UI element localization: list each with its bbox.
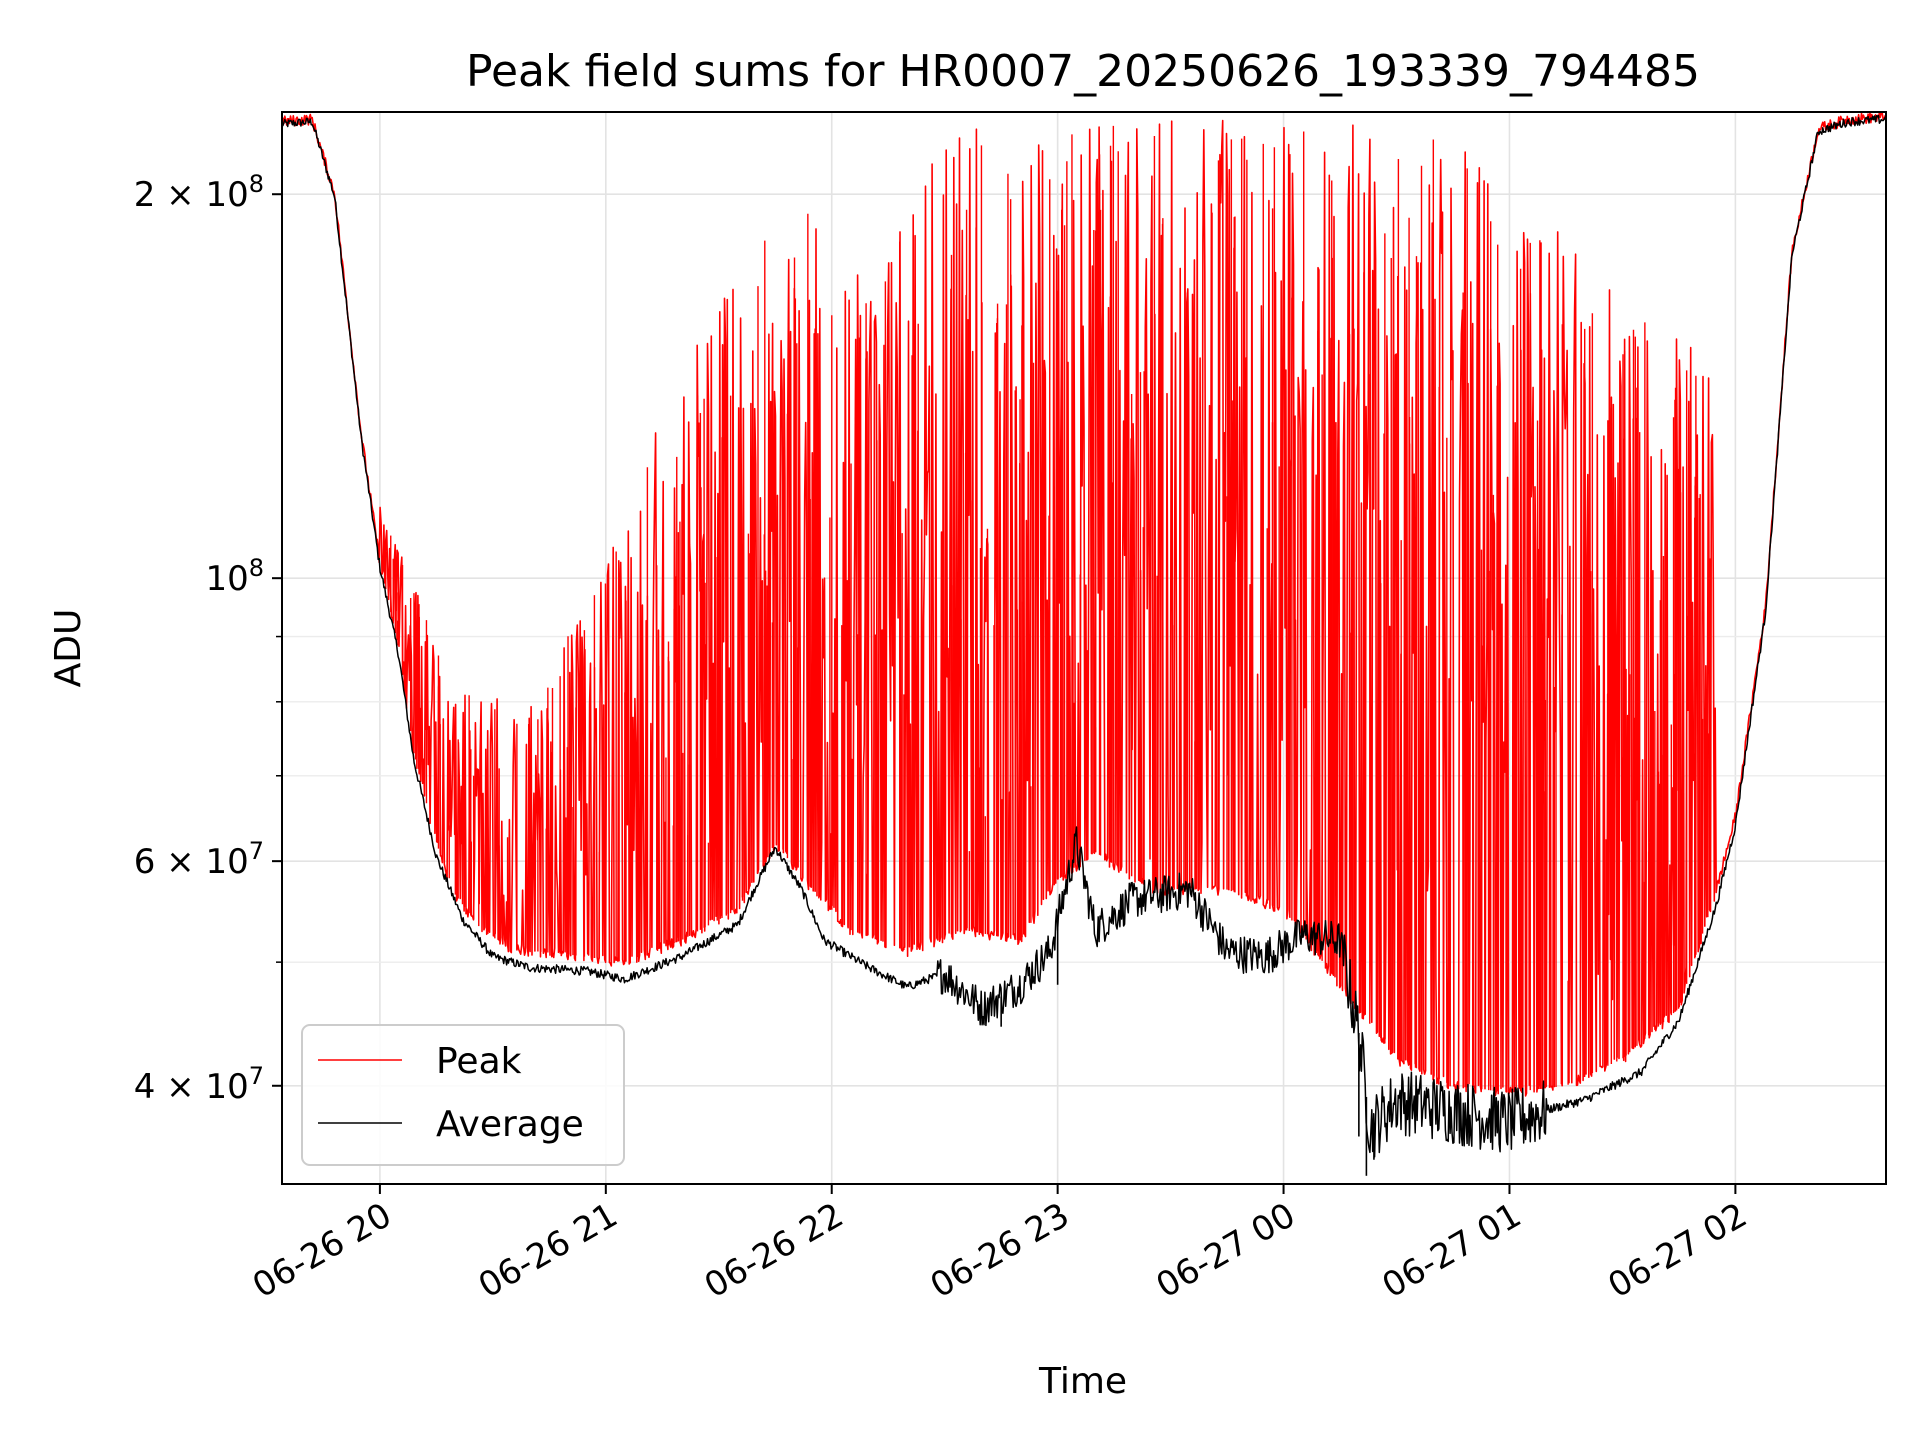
x-axis-title: Time (1038, 1361, 1127, 1402)
y-tick-label: 2 × 108 (134, 170, 264, 215)
legend-average-label: Average (436, 1104, 584, 1145)
y-axis-ticks: 2 × 108 108 6 × 107 4 × 107 (134, 170, 282, 1107)
y-tick-label: 6 × 107 (134, 837, 264, 882)
y-axis-title: ADU (48, 609, 89, 688)
y-tick-label: 4 × 107 (134, 1062, 264, 1107)
chart-title: Peak field sums for HR0007_20250626_1933… (466, 46, 1700, 97)
axes-frame (281, 111, 1887, 1185)
peak-line (282, 112, 1886, 1097)
y-tick-label: 108 (205, 554, 264, 599)
legend: Peak Average (301, 1024, 625, 1166)
peak-series (282, 112, 1886, 1097)
average-line (282, 114, 1886, 1158)
legend-peak-label: Peak (436, 1041, 522, 1082)
average-series (282, 114, 1886, 1176)
plot-area (282, 112, 1886, 1176)
